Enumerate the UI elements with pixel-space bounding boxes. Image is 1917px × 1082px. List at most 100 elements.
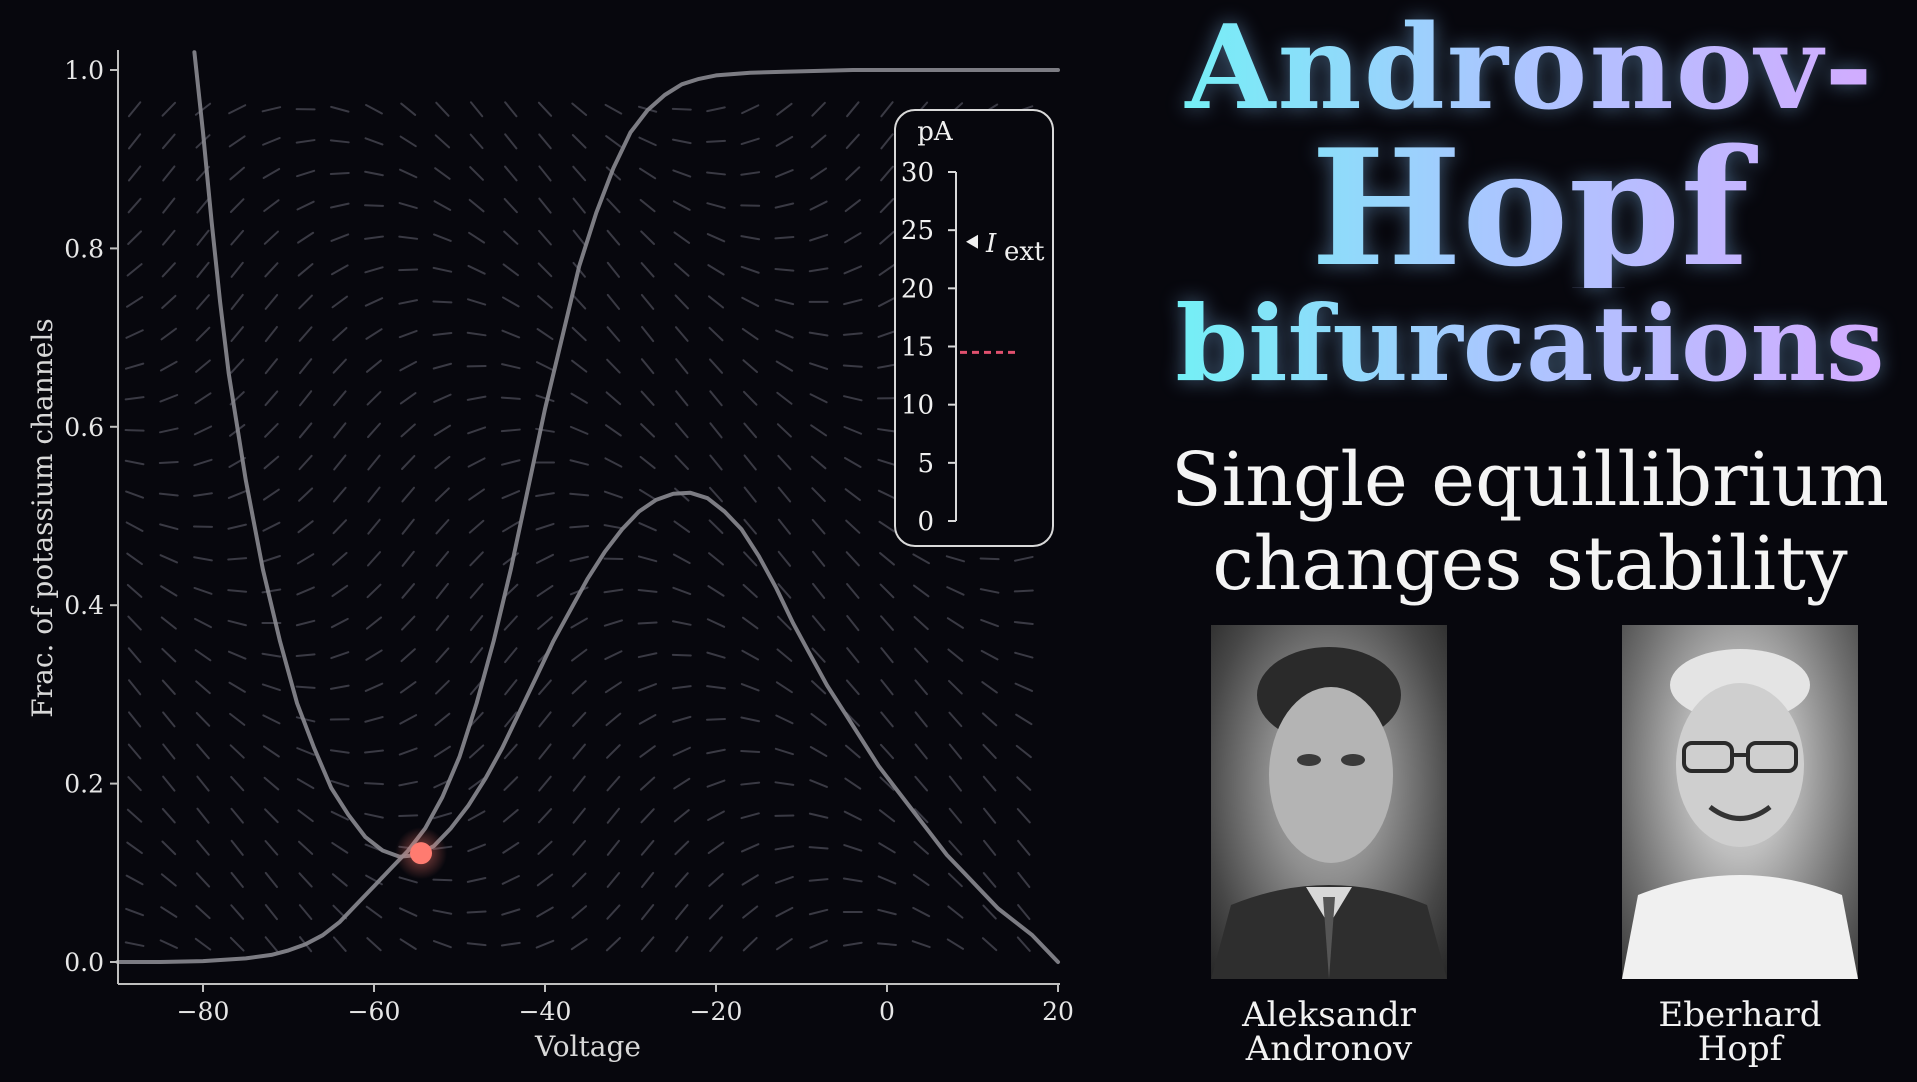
- vector-field-arrow: [332, 551, 348, 566]
- vector-field-arrow: [946, 938, 965, 950]
- vector-field-arrow: [469, 711, 484, 727]
- vector-field-arrow: [569, 459, 589, 466]
- vector-field-arrow: [230, 229, 245, 246]
- vector-field-arrow: [810, 424, 828, 437]
- vector-field-arrow: [366, 390, 382, 406]
- vector-field-arrow: [297, 809, 314, 823]
- vector-field-arrow: [672, 553, 691, 565]
- vector-field-arrow: [674, 872, 689, 888]
- vector-field-arrow: [640, 358, 655, 375]
- vector-field-arrow: [466, 910, 487, 914]
- vector-field-arrow: [878, 520, 896, 533]
- vector-field-arrow: [640, 293, 655, 310]
- vector-field-arrow: [740, 716, 760, 723]
- vector-field-arrow: [742, 359, 758, 374]
- vector-field-arrow: [672, 715, 692, 723]
- vector-field-arrow: [843, 298, 863, 306]
- vector-field-arrow: [637, 588, 658, 593]
- vector-field-arrow: [774, 236, 795, 240]
- vector-field-arrow: [606, 358, 621, 374]
- vector-field-arrow: [435, 101, 450, 117]
- vector-field-arrow: [535, 553, 555, 564]
- vector-field-arrow: [401, 550, 415, 567]
- vector-field-arrow: [708, 872, 724, 887]
- vector-field-arrow: [469, 615, 484, 632]
- vector-field-arrow: [605, 391, 622, 406]
- vector-field-arrow: [946, 586, 965, 596]
- vector-field-arrow: [228, 681, 246, 693]
- vector-field-arrow: [193, 458, 213, 467]
- vector-field-arrow: [675, 390, 689, 407]
- vector-field-arrow: [811, 550, 826, 567]
- vector-field-arrow: [673, 809, 690, 823]
- vector-field-arrow: [674, 840, 690, 856]
- current-gauge: pA 0 5 10 15 20 25 30 I ext: [894, 109, 1054, 547]
- vector-field-arrow: [741, 104, 760, 115]
- vector-field-arrow: [298, 904, 313, 920]
- y-tick-label: 0.0: [64, 948, 104, 977]
- vector-field-arrow: [811, 615, 826, 631]
- vector-field-arrow: [230, 326, 244, 342]
- vector-field-arrow: [845, 519, 861, 534]
- vector-field-arrow: [640, 262, 655, 278]
- vector-field-arrow: [570, 617, 588, 629]
- vector-field-arrow: [467, 843, 486, 853]
- vector-field-arrow: [126, 552, 143, 566]
- vector-field-arrow: [298, 872, 313, 888]
- vector-field-arrow: [432, 812, 453, 820]
- vector-field-arrow: [261, 554, 281, 563]
- vector-field-arrow: [605, 712, 622, 727]
- vector-field-arrow: [468, 744, 485, 759]
- vector-field-arrow: [367, 422, 381, 439]
- subtitle-line-2: changes stability: [1212, 521, 1848, 607]
- vector-field-arrow: [777, 454, 792, 471]
- vector-field-arrow: [982, 904, 997, 920]
- vector-field-arrow: [161, 101, 177, 117]
- vector-field-arrow: [845, 679, 860, 696]
- vector-field-arrow: [675, 936, 689, 953]
- vector-field-arrow: [298, 422, 313, 439]
- vector-field-arrow: [707, 585, 725, 597]
- vector-field-arrow: [127, 615, 142, 631]
- vector-field-arrow: [981, 681, 998, 694]
- vector-field-arrow: [128, 133, 142, 150]
- vector-field: [124, 101, 1034, 953]
- vector-field-arrow: [127, 647, 142, 664]
- vector-field-arrow: [364, 682, 384, 692]
- vector-field-arrow: [467, 457, 486, 468]
- vector-field-arrow: [776, 102, 793, 116]
- y-tick-label: 0.6: [64, 413, 104, 442]
- vector-field-arrow: [843, 265, 863, 275]
- vector-field-arrow: [809, 200, 828, 211]
- vector-field-arrow: [844, 488, 861, 502]
- vector-field-arrow: [774, 875, 794, 884]
- vector-field-arrow: [810, 455, 827, 470]
- vector-field-arrow: [844, 744, 861, 759]
- vector-field-arrow: [194, 937, 212, 951]
- vector-field-arrow: [810, 712, 827, 726]
- vector-field-arrow: [330, 651, 350, 660]
- x-axis-label: Voltage: [534, 1030, 641, 1063]
- vector-field-arrow: [570, 938, 588, 951]
- vector-field-arrow: [535, 939, 555, 949]
- y-tick-label: 1.0: [64, 56, 104, 85]
- vector-field-arrow: [809, 779, 828, 788]
- vector-field-arrow: [161, 840, 177, 856]
- vector-field-arrow: [708, 519, 724, 535]
- vector-field-arrow: [948, 807, 963, 824]
- vector-field-arrow: [295, 716, 316, 723]
- vector-field-arrow: [400, 102, 417, 116]
- vector-field-arrow: [1017, 871, 1031, 888]
- vector-field-arrow: [709, 936, 723, 953]
- vector-field-arrow: [572, 229, 586, 246]
- vector-field-arrow: [401, 518, 415, 535]
- vector-field-arrow: [230, 293, 244, 310]
- vector-field-arrow: [640, 808, 655, 824]
- vector-field-arrow: [399, 360, 418, 372]
- vector-field-arrow: [776, 391, 793, 405]
- vector-field-arrow: [468, 488, 485, 501]
- vector-field-arrow: [364, 204, 384, 207]
- vector-field-arrow: [330, 105, 350, 113]
- vector-field-arrow: [844, 456, 862, 468]
- vector-field-arrow: [230, 261, 244, 278]
